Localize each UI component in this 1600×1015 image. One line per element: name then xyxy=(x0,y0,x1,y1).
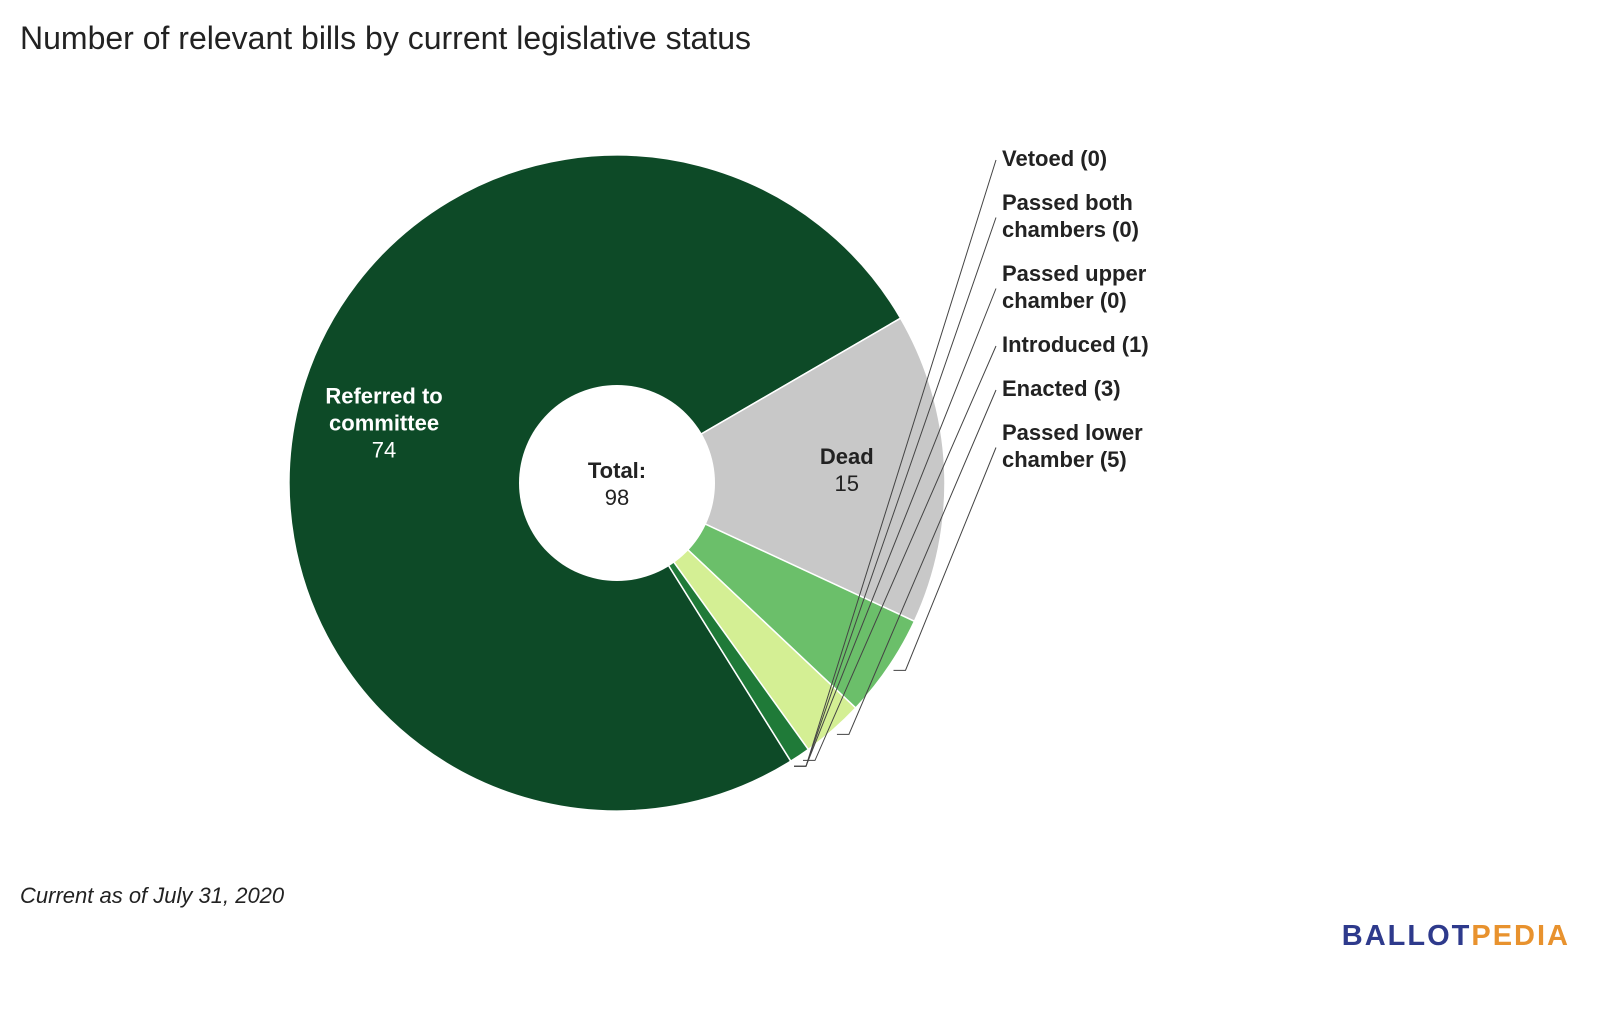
callout-passed-lower-chamber: Passed lower xyxy=(1002,420,1143,445)
slice-value-referred-to-committee: 74 xyxy=(372,437,396,462)
callout-passed-upper-chamber: chamber (0) xyxy=(1002,288,1127,313)
slice-dead xyxy=(615,317,946,623)
logo-part-pedia: PEDIA xyxy=(1471,920,1570,952)
center-label: Total: xyxy=(588,458,646,483)
leader-line-passed-upper-chamber xyxy=(793,288,997,767)
ballotpedia-logo: BALLOTPEDIA xyxy=(1342,920,1570,953)
footnote: Current as of July 31, 2020 xyxy=(20,883,285,908)
center-total: 98 xyxy=(605,485,629,510)
leader-line-introduced xyxy=(802,345,997,761)
callout-enacted: Enacted (3) xyxy=(1002,376,1121,401)
leader-line-passed-lower-chamber xyxy=(893,447,997,671)
slice-value-dead: 15 xyxy=(835,471,859,496)
callout-passed-upper-chamber: Passed upper xyxy=(1002,261,1147,286)
logo-part-ballot: BALLOT xyxy=(1341,920,1472,952)
callout-introduced: Introduced (1) xyxy=(1002,332,1149,357)
donut-hole xyxy=(519,385,715,581)
callout-passed-lower-chamber: chamber (5) xyxy=(1002,447,1127,472)
chart-title: Number of relevant bills by current legi… xyxy=(20,20,751,56)
callout-passed-both-chambers: chambers (0) xyxy=(1002,217,1139,242)
slice-label-dead: Dead xyxy=(820,444,874,469)
slice-label-referred-to-committee: Referred to xyxy=(325,383,442,408)
callout-passed-both-chambers: Passed both xyxy=(1002,190,1133,215)
slice-label-referred-to-committee: committee xyxy=(329,410,439,435)
callout-vetoed: Vetoed (0) xyxy=(1002,146,1107,171)
leader-line-enacted xyxy=(836,389,997,735)
